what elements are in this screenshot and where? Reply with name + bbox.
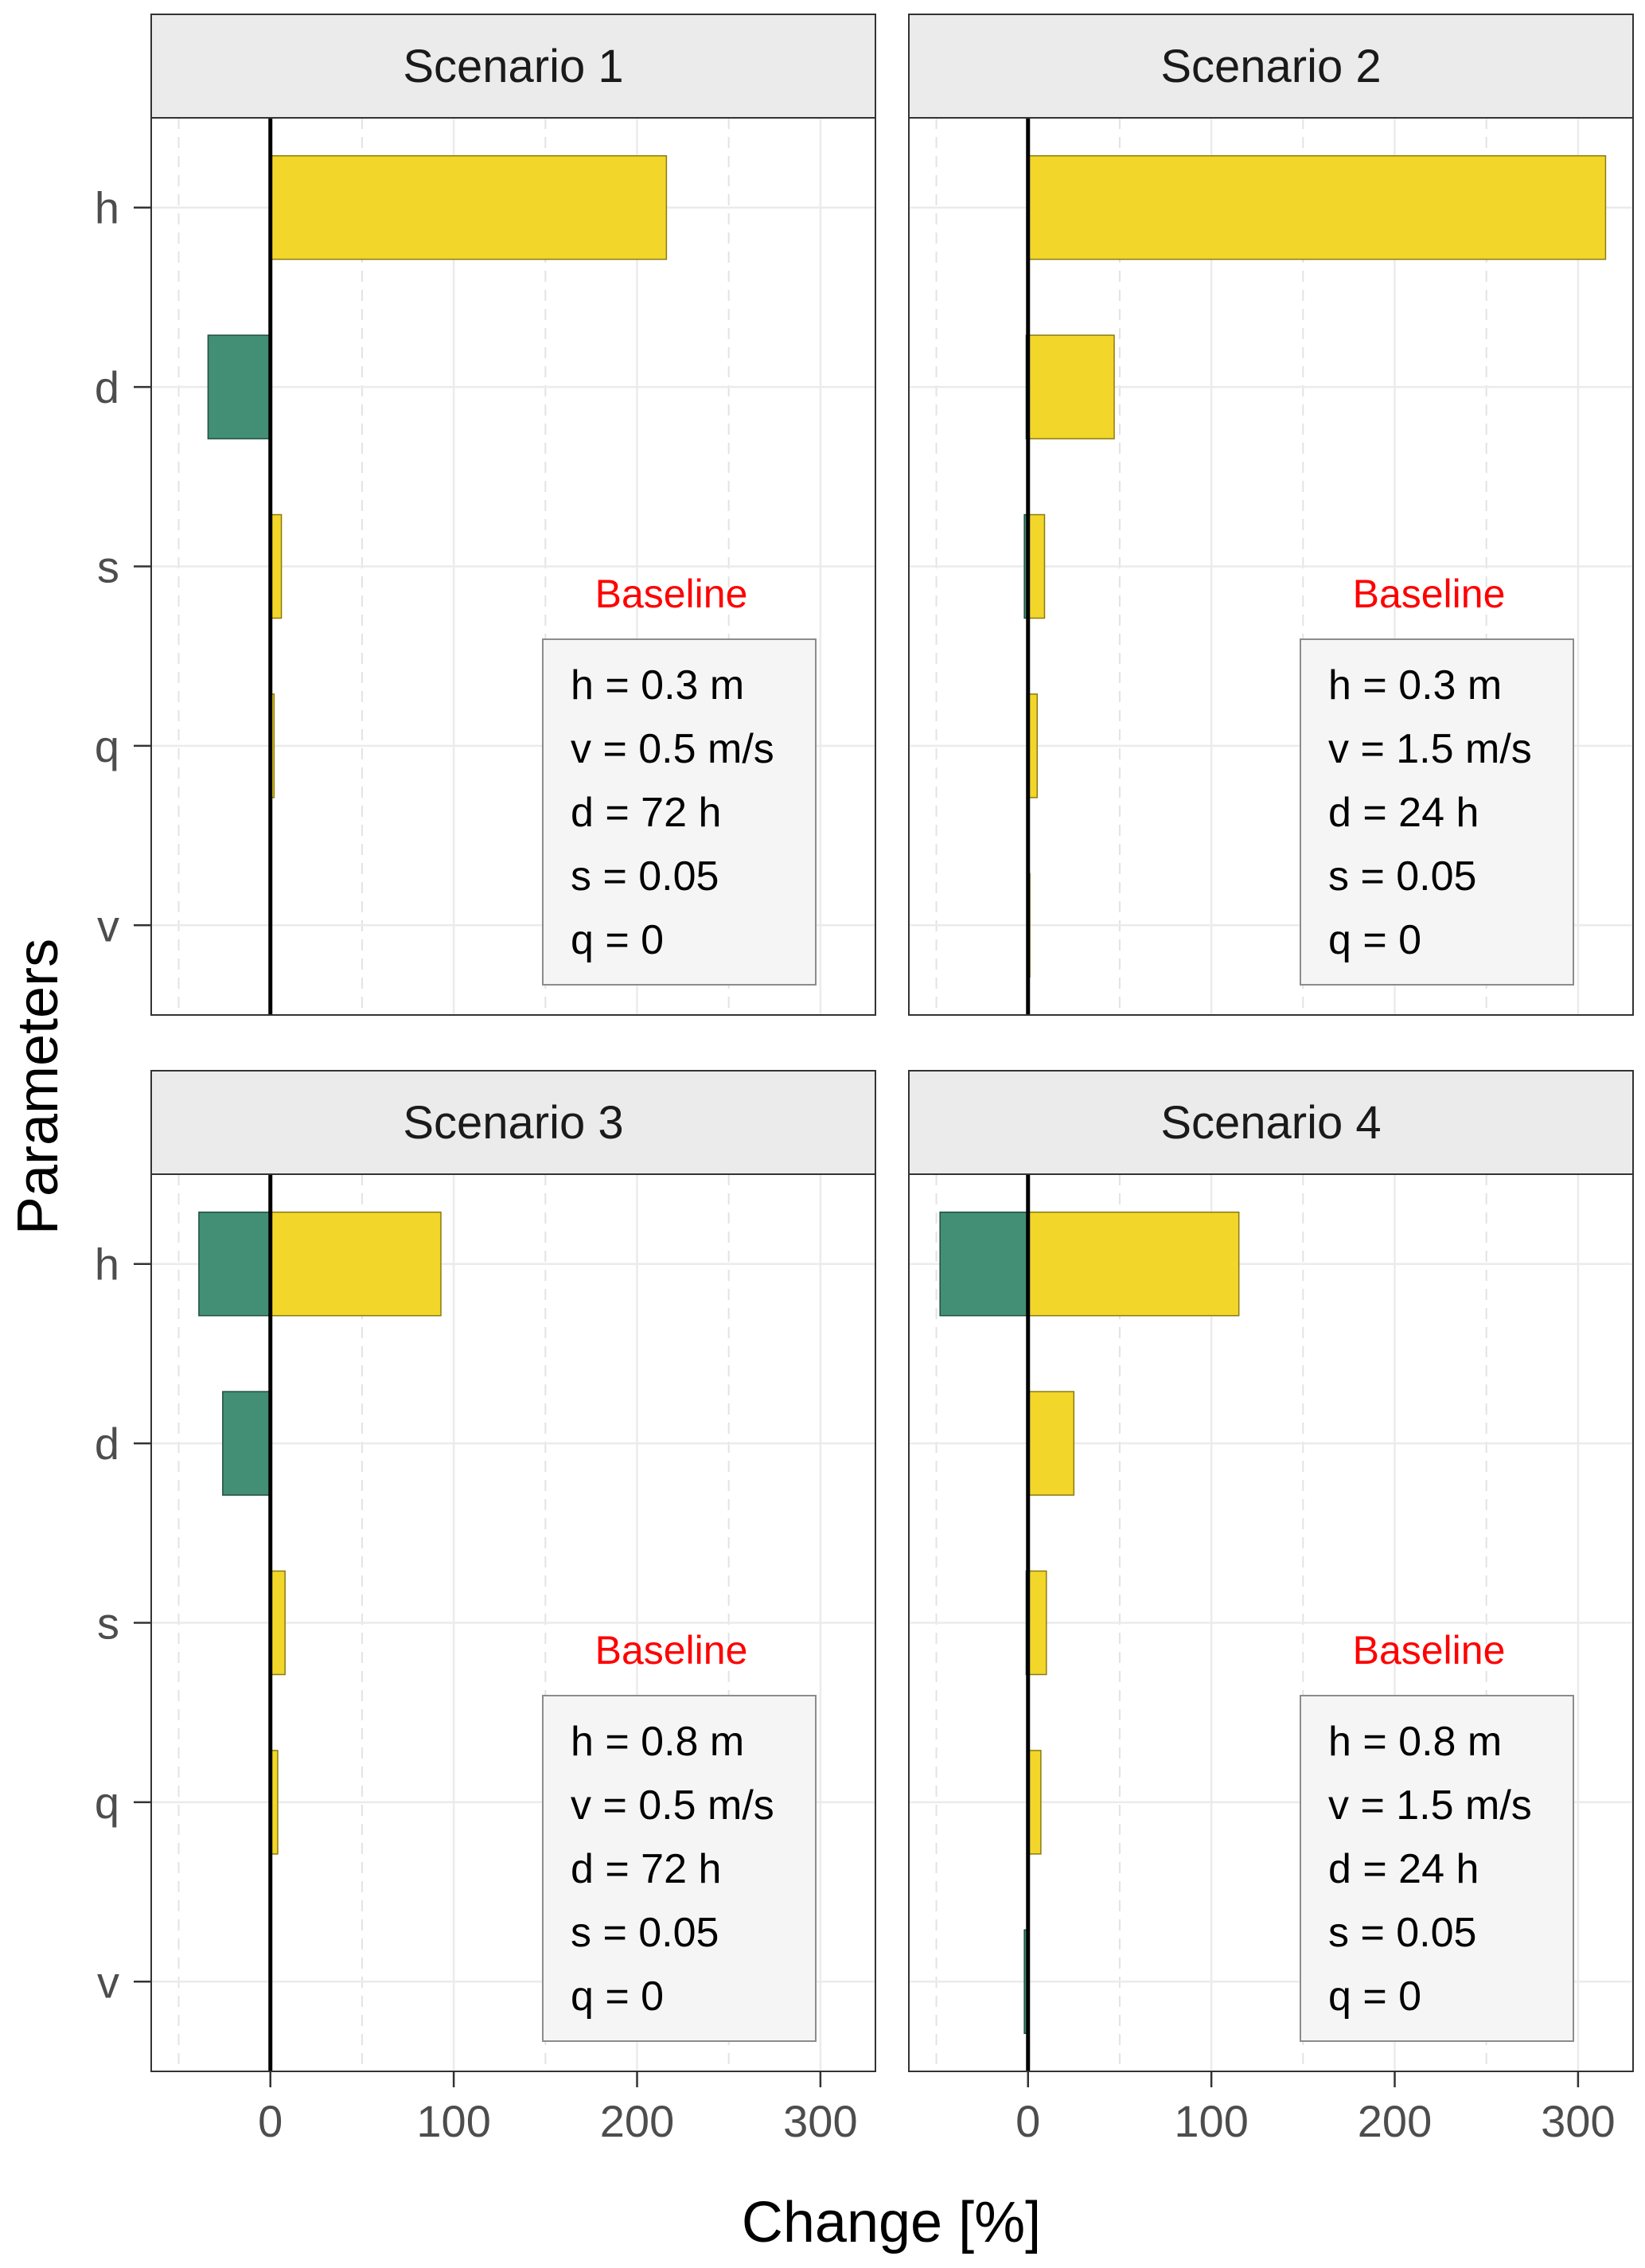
bar-increase-s	[1027, 1570, 1047, 1676]
panel-border	[908, 117, 1634, 1016]
x-tick-label: 0	[258, 2096, 283, 2146]
baseline-parameter: v = 0.5 m/s	[571, 1782, 774, 1829]
facet-title: Scenario 3	[403, 1097, 623, 1149]
x-tick-label: 0	[1015, 2096, 1040, 2146]
x-axis-title: Change [%]	[742, 2191, 1041, 2254]
baseline-parameter: s = 0.05	[1328, 1910, 1476, 1956]
y-tick-label: d	[95, 1419, 119, 1469]
baseline-title: Baseline	[595, 1628, 748, 1673]
x-tick-label: 200	[600, 2096, 674, 2146]
bar-increase-h	[269, 154, 668, 260]
baseline-title: Baseline	[1353, 1628, 1506, 1673]
x-tick-label: 100	[416, 2096, 490, 2146]
baseline-title: Baseline	[1353, 572, 1506, 616]
baseline-parameter: h = 0.8 m	[1328, 1719, 1502, 1765]
facet-title: Scenario 4	[1160, 1097, 1381, 1149]
baseline-parameter: q = 0	[571, 917, 664, 963]
y-tick-label: s	[97, 1599, 119, 1649]
baseline-parameter: d = 72 h	[571, 790, 721, 836]
bar-increase-h	[1027, 154, 1607, 260]
baseline-parameter: h = 0.3 m	[571, 662, 744, 709]
baseline-parameter: d = 72 h	[571, 1846, 721, 1892]
baseline-box	[1300, 1695, 1574, 2042]
y-tick-label: h	[95, 183, 119, 233]
bar-increase-s	[269, 1570, 286, 1676]
y-axis-title: Parameters	[6, 939, 70, 1235]
x-tick-label: 300	[1541, 2096, 1615, 2146]
bar-increase-d	[1027, 334, 1115, 439]
baseline-parameter: s = 0.05	[571, 853, 719, 900]
baseline-parameter: d = 24 h	[1328, 790, 1479, 836]
baseline-box	[542, 638, 817, 986]
panel-border	[908, 1173, 1634, 2072]
baseline-parameter: q = 0	[1328, 917, 1421, 963]
facet-title: Scenario 2	[1160, 41, 1381, 92]
facet-strip	[908, 1070, 1634, 1175]
bar-increase-h	[269, 1211, 442, 1317]
facet-strip	[150, 14, 876, 119]
bar-decrease-d	[222, 1391, 271, 1496]
bar-increase-d	[1027, 1391, 1075, 1496]
baseline-parameter: s = 0.05	[571, 1910, 719, 1956]
baseline-parameter: v = 1.5 m/s	[1328, 1782, 1532, 1829]
baseline-parameter: q = 0	[571, 1973, 664, 2020]
baseline-parameter: h = 0.8 m	[571, 1719, 744, 1765]
y-tick-label: d	[95, 362, 119, 412]
y-tick-label: v	[97, 1957, 119, 2007]
bar-increase-s	[1027, 513, 1046, 619]
y-tick-label: v	[97, 900, 119, 951]
baseline-parameter: v = 0.5 m/s	[571, 726, 774, 772]
bar-decrease-h	[939, 1211, 1029, 1317]
x-tick-label: 300	[783, 2096, 857, 2146]
baseline-parameter: q = 0	[1328, 1973, 1421, 2020]
baseline-box	[1300, 638, 1574, 986]
facet-title: Scenario 1	[403, 41, 623, 92]
baseline-box	[542, 1695, 817, 2042]
y-tick-label: q	[95, 721, 119, 771]
facet-strip	[908, 14, 1634, 119]
facet-strip	[150, 1070, 876, 1175]
y-tick-label: h	[95, 1239, 119, 1290]
baseline-parameter: s = 0.05	[1328, 853, 1476, 900]
bar-decrease-d	[207, 334, 271, 439]
x-tick-label: 200	[1358, 2096, 1432, 2146]
bar-decrease-h	[198, 1211, 271, 1317]
bar-increase-h	[1027, 1211, 1240, 1317]
baseline-parameter: h = 0.3 m	[1328, 662, 1502, 709]
x-tick-label: 100	[1174, 2096, 1248, 2146]
y-tick-label: q	[95, 1778, 119, 1828]
baseline-title: Baseline	[595, 572, 748, 616]
baseline-parameter: v = 1.5 m/s	[1328, 726, 1532, 772]
y-tick-label: s	[97, 542, 119, 592]
baseline-parameter: d = 24 h	[1328, 1846, 1479, 1892]
